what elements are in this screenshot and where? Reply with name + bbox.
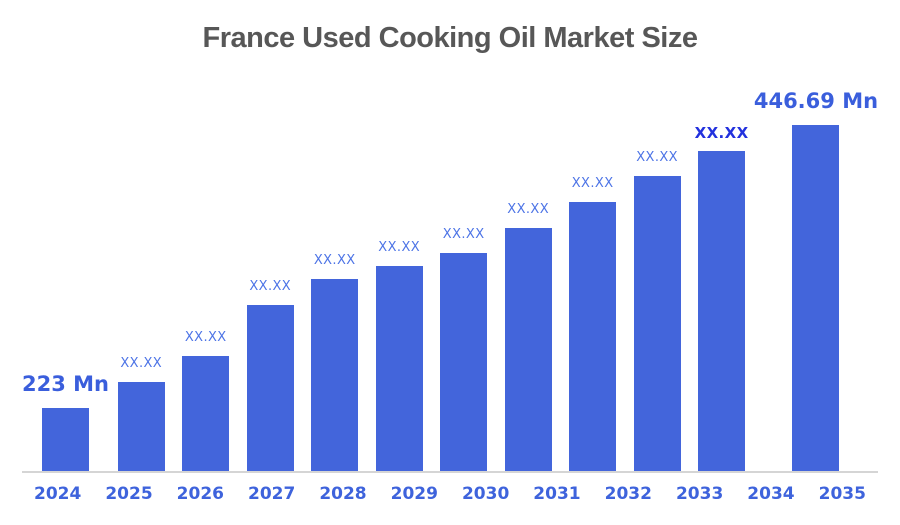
x-axis-label: 2025 [105, 484, 153, 504]
bar-value-label: XX.XX [120, 355, 163, 371]
bar-column: XX.XX [367, 85, 431, 471]
bar-value-label: XX.XX [249, 278, 292, 294]
bar-value-label: XX.XX [507, 201, 550, 217]
bar-value-label: XX.XX [378, 239, 421, 255]
bar-value-label: XX.XX [694, 123, 749, 142]
bar [42, 408, 89, 471]
bar [633, 176, 681, 471]
bar [375, 266, 423, 471]
x-axis-label: 2034 [747, 484, 795, 504]
bar [504, 228, 552, 471]
bar-column: XX.XX [625, 85, 689, 471]
bar [182, 356, 230, 471]
plot-area: 223 Mn XX.XX XX.XX XX.XX XX.XX XX.XX XX.… [22, 85, 878, 471]
x-axis-label: 2030 [461, 484, 510, 504]
bar-column: XX.XX [496, 85, 560, 471]
bar-value-label: XX.XX [571, 175, 614, 191]
bar-column: XX.XX [173, 85, 237, 471]
bar-value-label: XX.XX [442, 226, 485, 242]
bar-value-label: XX.XX [313, 252, 356, 268]
x-axis-label: 2028 [319, 484, 367, 504]
bar-column: 223 Mn [22, 85, 109, 471]
bar-value-label: XX.XX [184, 329, 227, 345]
x-axis-label: 2026 [176, 484, 224, 504]
bar-column: XX.XX [431, 85, 495, 471]
bar [246, 305, 294, 471]
x-axis-label: 2033 [675, 484, 724, 504]
bar-column: XX.XX [109, 85, 173, 471]
bar [440, 253, 488, 471]
bar-column: XX.XX [689, 85, 753, 471]
bar-column: XX.XX [560, 85, 624, 471]
bar [569, 202, 617, 471]
bar-value-label: 223 Mn [22, 371, 109, 396]
x-axis-label: 2027 [247, 484, 296, 504]
bar-value-label: XX.XX [636, 149, 678, 165]
x-axis-line [22, 471, 878, 473]
x-axis-labels: 2024 2025 2026 2027 2028 2029 2030 2031 … [22, 484, 878, 504]
bar [117, 382, 165, 471]
x-axis-label: 2035 [818, 484, 866, 504]
bar [698, 151, 746, 471]
x-axis-label: 2032 [604, 484, 652, 504]
bar-column: 446.69 Mn [754, 85, 878, 471]
x-axis-label: 2024 [34, 484, 82, 504]
bar [311, 279, 359, 471]
chart-title: France Used Cooking Oil Market Size [202, 22, 698, 54]
x-axis-label: 2031 [533, 484, 581, 504]
bar [792, 125, 840, 471]
bar-value-label: 446.69 Mn [753, 88, 879, 113]
bar-column: XX.XX [238, 85, 302, 471]
bar-column: XX.XX [302, 85, 366, 471]
x-axis-label: 2029 [390, 484, 438, 504]
